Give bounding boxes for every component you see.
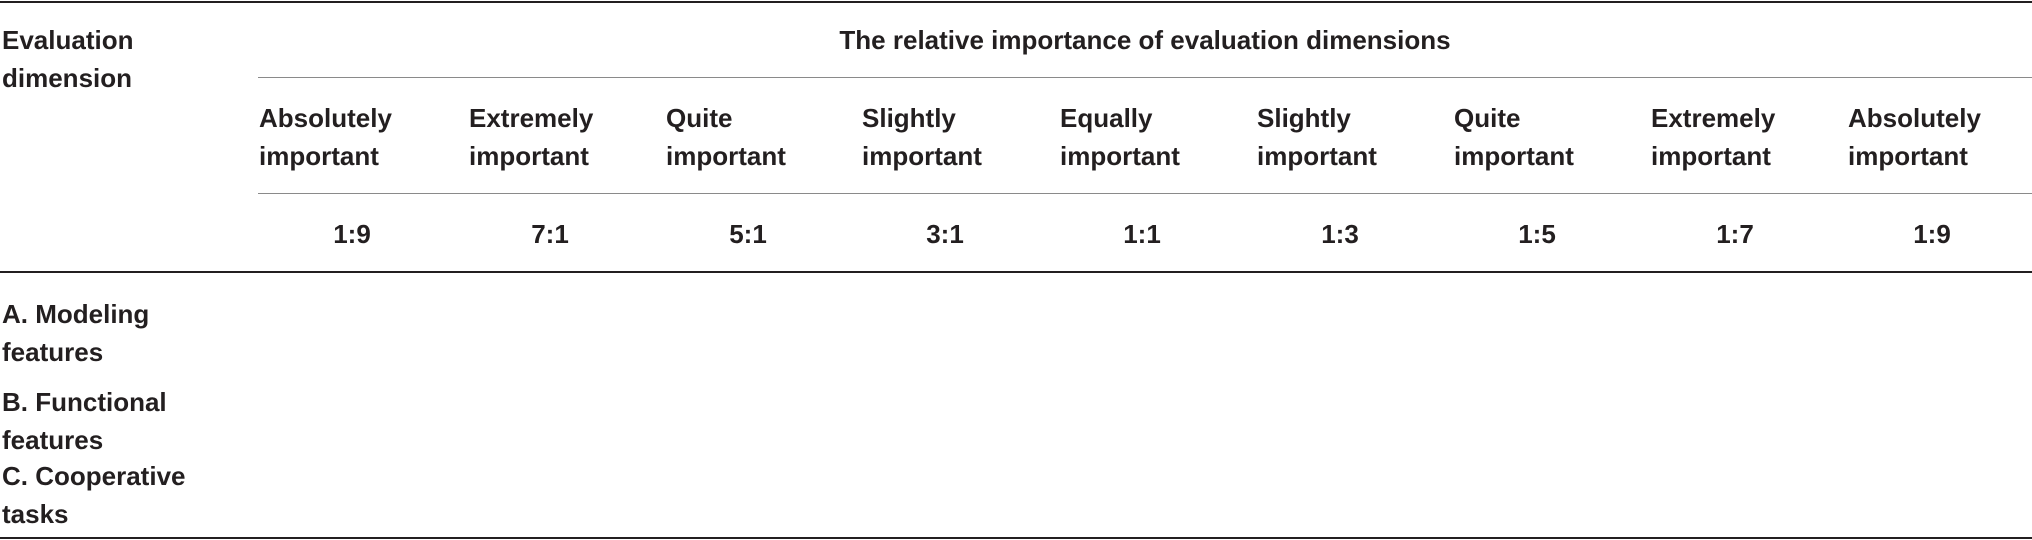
level-header-rule [258, 193, 2032, 194]
row-label-functional-features: B. Functional features [2, 387, 167, 455]
ratio-header-9: 1:9 [1913, 219, 1951, 249]
level-header-7: Quite important [1454, 103, 1574, 171]
level-header-6: Slightly important [1257, 103, 1377, 171]
ratio-header-2: 7:1 [531, 219, 569, 249]
evaluation-dimension-header: Evaluation dimension [2, 25, 134, 93]
ratio-header-4: 3:1 [926, 219, 964, 249]
level-header-2: Extremely important [469, 103, 594, 171]
ratio-header-5: 1:1 [1123, 219, 1161, 249]
ratio-header-7: 1:5 [1518, 219, 1556, 249]
header-bottom-rule [0, 271, 2032, 273]
ratio-header-3: 5:1 [729, 219, 767, 249]
level-header-9: Absolutely important [1848, 103, 1981, 171]
ratio-header-8: 1:7 [1716, 219, 1754, 249]
group-header-rule [258, 77, 2032, 78]
table-bottom-rule [0, 537, 2032, 539]
level-header-4: Slightly important [862, 103, 982, 171]
level-header-3: Quite important [666, 103, 786, 171]
level-header-8: Extremely important [1651, 103, 1776, 171]
level-header-5: Equally important [1060, 103, 1180, 171]
row-label-cooperative-tasks: C. Cooperative tasks [2, 461, 186, 529]
ratio-header-6: 1:3 [1321, 219, 1359, 249]
level-header-1: Absolutely important [259, 103, 392, 171]
table-top-rule [0, 1, 2032, 3]
ratio-header-1: 1:9 [333, 219, 371, 249]
relative-importance-header: The relative importance of evaluation di… [839, 25, 1451, 55]
row-label-modeling-features: A. Modeling features [2, 299, 150, 367]
